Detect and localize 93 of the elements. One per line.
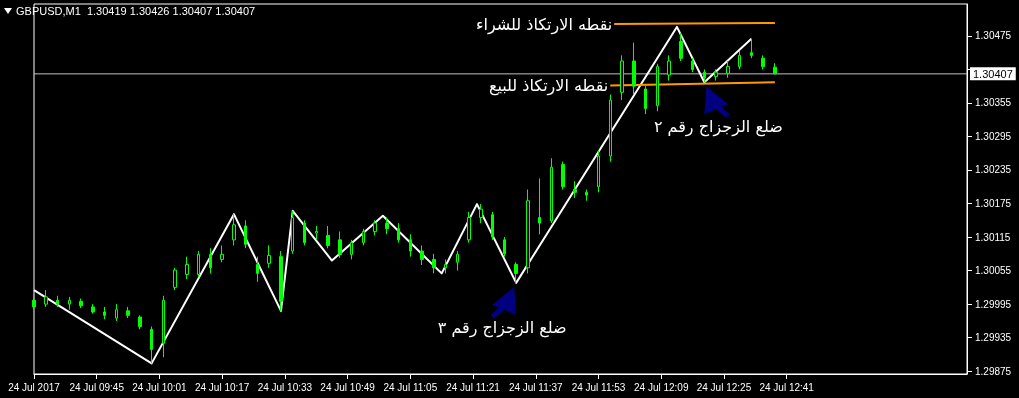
candlestick: [362, 228, 365, 246]
candlestick: [279, 250, 283, 312]
candlestick: [409, 233, 412, 258]
candlestick: [444, 258, 447, 274]
series-label: نقطه الارتكاذ للبيع: [488, 76, 609, 97]
candlestick: [232, 213, 236, 246]
candlestick: [291, 210, 294, 255]
x-tick-label: 24 Jul 11:21: [446, 381, 501, 393]
x-tick-label: 24 Jul 09:45: [69, 381, 125, 393]
x-tick-label: 24 Jul 11:05: [383, 381, 438, 393]
y-tick-label: 1.30175: [975, 198, 1012, 210]
candlestick: [526, 189, 530, 274]
x-tick-label: 24 Jul 2017: [8, 381, 61, 393]
candlestick: [138, 314, 142, 330]
x-tick-label: 24 Jul 10:49: [320, 381, 376, 393]
y-tick-label: 1.30235: [975, 164, 1012, 176]
candlestick: [173, 267, 177, 291]
candlestick: [197, 250, 200, 278]
candlestick: [432, 253, 436, 274]
candlestick: [56, 295, 59, 308]
candlestick: [750, 38, 753, 59]
candlestick: [703, 68, 706, 83]
annotation: ضلع الزجزاج رقم ٣: [437, 317, 567, 337]
candlestick: [573, 180, 577, 199]
candlestick: [373, 219, 377, 236]
y-tick-label: 1.29935: [975, 332, 1012, 344]
candlestick: [503, 236, 506, 258]
y-tick-label: 1.30355: [975, 97, 1012, 109]
x-tick-label: 24 Jul 10:33: [257, 381, 313, 393]
y-tick-label: 1.30055: [975, 265, 1012, 277]
candlestick: [597, 149, 600, 193]
candlestick: [738, 50, 741, 70]
candlestick: [726, 60, 730, 79]
candlestick: [644, 85, 647, 115]
candlestick: [162, 295, 165, 358]
candlestick: [267, 244, 271, 269]
x-tick-label: 24 Jul 12:09: [633, 381, 689, 393]
candlestick: [491, 211, 494, 241]
candlestick: [150, 325, 153, 364]
candlestick: [456, 250, 459, 272]
series-label: نقطه الارتكاذ للشراء: [475, 14, 613, 35]
y-tick-label: 1.30475: [975, 30, 1012, 42]
candlestick: [68, 296, 71, 311]
ref-line-label: 1.30407: [973, 67, 1013, 80]
candlestick: [350, 239, 353, 260]
candlestick: [303, 219, 306, 246]
candlestick: [667, 54, 671, 82]
candlestick: [79, 298, 83, 309]
candlestick: [538, 177, 541, 235]
candlestick: [609, 94, 612, 163]
x-tick-label: 24 Jul 11:37: [508, 381, 564, 393]
candlestick: [91, 303, 95, 315]
x-tick-label: 24 Jul 12:25: [696, 381, 752, 393]
y-tick-label: 1.30295: [975, 130, 1012, 142]
y-tick-label: 1.29995: [975, 298, 1012, 310]
candlestick: [326, 225, 330, 249]
candlestick: [761, 54, 765, 70]
candlestick: [773, 62, 777, 75]
candlestick: [256, 256, 259, 283]
candlestick: [315, 225, 318, 241]
annotation: ضلع الزجزاج رقم ٢: [653, 116, 783, 136]
candlestick: [115, 303, 118, 322]
candlestick: [632, 42, 636, 96]
candlestick: [185, 256, 189, 280]
candlestick: [479, 203, 483, 224]
candlestick: [209, 247, 212, 274]
candlestick: [220, 244, 224, 263]
candlestick: [691, 57, 694, 73]
candlestick: [397, 222, 400, 244]
y-tick-label: 1.29875: [975, 365, 1012, 377]
x-tick-label: 24 Jul 12:41: [759, 381, 815, 393]
candlestick: [620, 54, 624, 101]
candlestick: [103, 306, 106, 320]
candlestick: [714, 68, 718, 82]
candlestick: [385, 217, 389, 235]
candlestick: [550, 157, 553, 224]
candlestick: [467, 211, 471, 244]
candlestick: [44, 289, 48, 308]
candlestick: [126, 306, 130, 319]
candlestick: [561, 161, 565, 191]
chart-title: GBPUSD,M1 1.30419 1.30426 1.30407 1.30407: [16, 5, 256, 17]
candlestick: [32, 294, 36, 311]
y-tick-label: 1.30115: [975, 231, 1011, 243]
x-tick-label: 24 Jul 11:53: [571, 381, 626, 393]
candlestick: [585, 189, 588, 202]
candlestick: [420, 244, 424, 266]
candlestick: [514, 261, 518, 284]
candlestick: [656, 63, 659, 112]
candlestick: [679, 32, 683, 62]
x-tick-label: 24 Jul 10:01: [132, 381, 188, 393]
candlestick: [244, 219, 247, 249]
candlestick: [338, 230, 342, 259]
x-tick-label: 24 Jul 10:17: [194, 381, 250, 393]
